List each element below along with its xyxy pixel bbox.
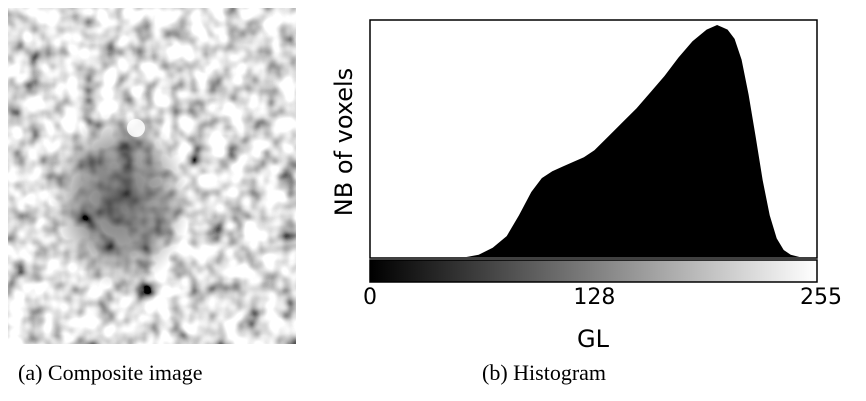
grayscale-colorbar [369,259,818,283]
caption-composite-image: (a) Composite image [18,360,203,385]
x-tick-label: 128 [573,285,615,310]
histogram-area [370,25,817,257]
x-tick-label: 0 [363,285,377,310]
y-axis-label: NB of voxels [330,68,358,216]
x-axis-label: GL [577,325,610,353]
x-tick-label: 255 [800,285,842,310]
composite-image [8,8,296,344]
caption-histogram: (b) Histogram [482,360,607,385]
